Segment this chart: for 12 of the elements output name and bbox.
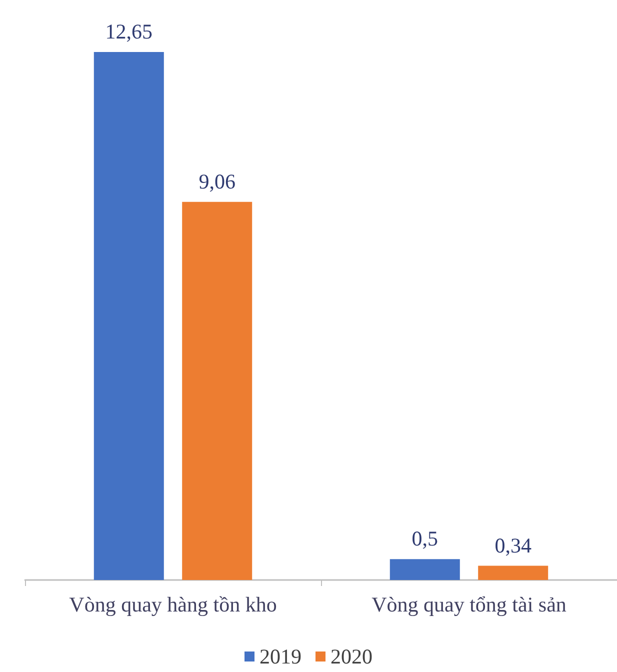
- data-label: 12,65: [105, 20, 153, 44]
- bar: [390, 559, 460, 580]
- bar: [94, 52, 164, 580]
- data-label: 0,5: [412, 526, 438, 551]
- bar: [478, 566, 548, 580]
- x-tick-label: Vòng quay hàng tồn kho: [69, 592, 277, 616]
- data-label: 0,34: [494, 533, 532, 558]
- bar: [182, 202, 252, 580]
- data-label: 9,06: [198, 169, 236, 194]
- legend-label: 2020: [330, 644, 372, 668]
- x-tick-label: Vòng quay tổng tài sản: [372, 592, 567, 616]
- legend-label: 2019: [260, 644, 302, 668]
